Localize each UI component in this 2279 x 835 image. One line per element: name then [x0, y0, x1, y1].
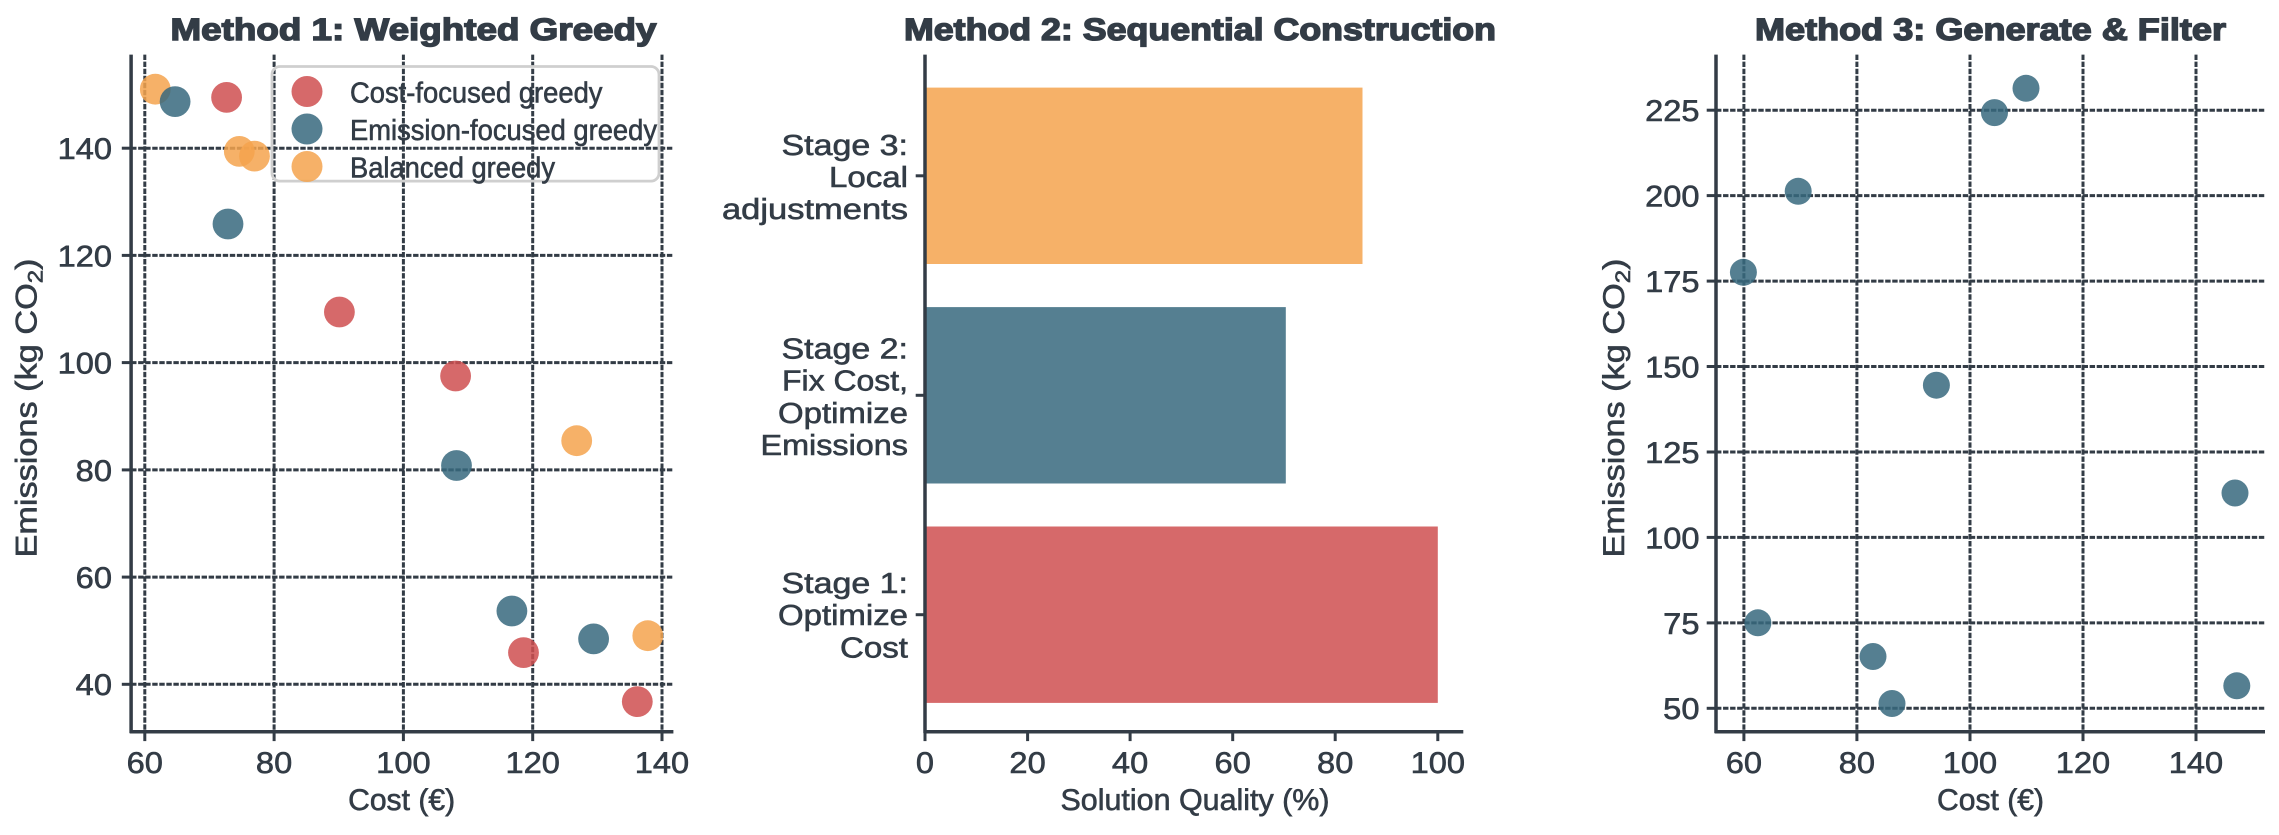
svg-text:60: 60 — [1726, 747, 1762, 780]
svg-text:Method 3: Generate & Filter: Method 3: Generate & Filter — [1755, 12, 2226, 47]
svg-text:Cost (€): Cost (€) — [348, 784, 455, 817]
svg-text:40: 40 — [76, 669, 112, 702]
svg-text:0: 0 — [916, 747, 934, 780]
svg-text:60: 60 — [1215, 747, 1251, 780]
svg-text:Emission-focused greedy: Emission-focused greedy — [350, 115, 657, 147]
svg-text:120: 120 — [2056, 747, 2110, 780]
svg-text:Local: Local — [829, 162, 908, 194]
svg-text:Emissions (kg CO2): Emissions (kg CO2) — [11, 259, 48, 558]
svg-text:Cost-focused greedy: Cost-focused greedy — [350, 77, 603, 109]
svg-text:adjustments: adjustments — [722, 194, 908, 226]
svg-text:80: 80 — [76, 455, 112, 488]
svg-text:Fix Cost,: Fix Cost, — [782, 366, 908, 398]
svg-text:80: 80 — [256, 747, 292, 780]
svg-text:150: 150 — [1645, 351, 1699, 384]
svg-text:100: 100 — [1411, 747, 1465, 780]
svg-text:Optimize: Optimize — [778, 398, 908, 430]
svg-text:20: 20 — [1009, 747, 1045, 780]
svg-text:140: 140 — [635, 747, 689, 780]
svg-text:Stage 1:: Stage 1: — [782, 568, 909, 600]
svg-text:Solution Quality (%): Solution Quality (%) — [1061, 784, 1330, 817]
svg-text:40: 40 — [1112, 747, 1148, 780]
svg-text:Method 2: Sequential Construct: Method 2: Sequential Construction — [904, 12, 1496, 47]
svg-text:Stage 2:: Stage 2: — [782, 334, 909, 366]
svg-text:80: 80 — [1317, 747, 1353, 780]
svg-text:140: 140 — [58, 133, 112, 166]
svg-text:Emissions (kg CO2): Emissions (kg CO2) — [1598, 259, 1635, 558]
svg-text:75: 75 — [1663, 608, 1699, 641]
svg-text:100: 100 — [1645, 522, 1699, 555]
svg-text:50: 50 — [1663, 693, 1699, 726]
svg-text:Cost (€): Cost (€) — [1937, 784, 2044, 817]
svg-text:125: 125 — [1645, 437, 1699, 470]
svg-text:120: 120 — [506, 747, 560, 780]
svg-text:200: 200 — [1645, 181, 1699, 214]
svg-text:100: 100 — [58, 348, 112, 381]
svg-text:Stage 3:: Stage 3: — [782, 130, 909, 162]
svg-text:Emissions: Emissions — [761, 430, 909, 462]
svg-text:60: 60 — [127, 747, 163, 780]
svg-text:Cost: Cost — [840, 632, 908, 664]
svg-text:Method 1: Weighted Greedy: Method 1: Weighted Greedy — [171, 12, 658, 47]
svg-text:100: 100 — [1943, 747, 1997, 780]
svg-text:140: 140 — [2169, 747, 2223, 780]
svg-text:60: 60 — [76, 562, 112, 595]
svg-text:80: 80 — [1839, 747, 1875, 780]
svg-text:120: 120 — [58, 240, 112, 273]
svg-text:Balanced greedy: Balanced greedy — [350, 152, 555, 184]
svg-text:100: 100 — [376, 747, 430, 780]
svg-text:Optimize: Optimize — [778, 600, 908, 632]
svg-text:175: 175 — [1645, 266, 1699, 299]
svg-text:225: 225 — [1645, 95, 1699, 128]
